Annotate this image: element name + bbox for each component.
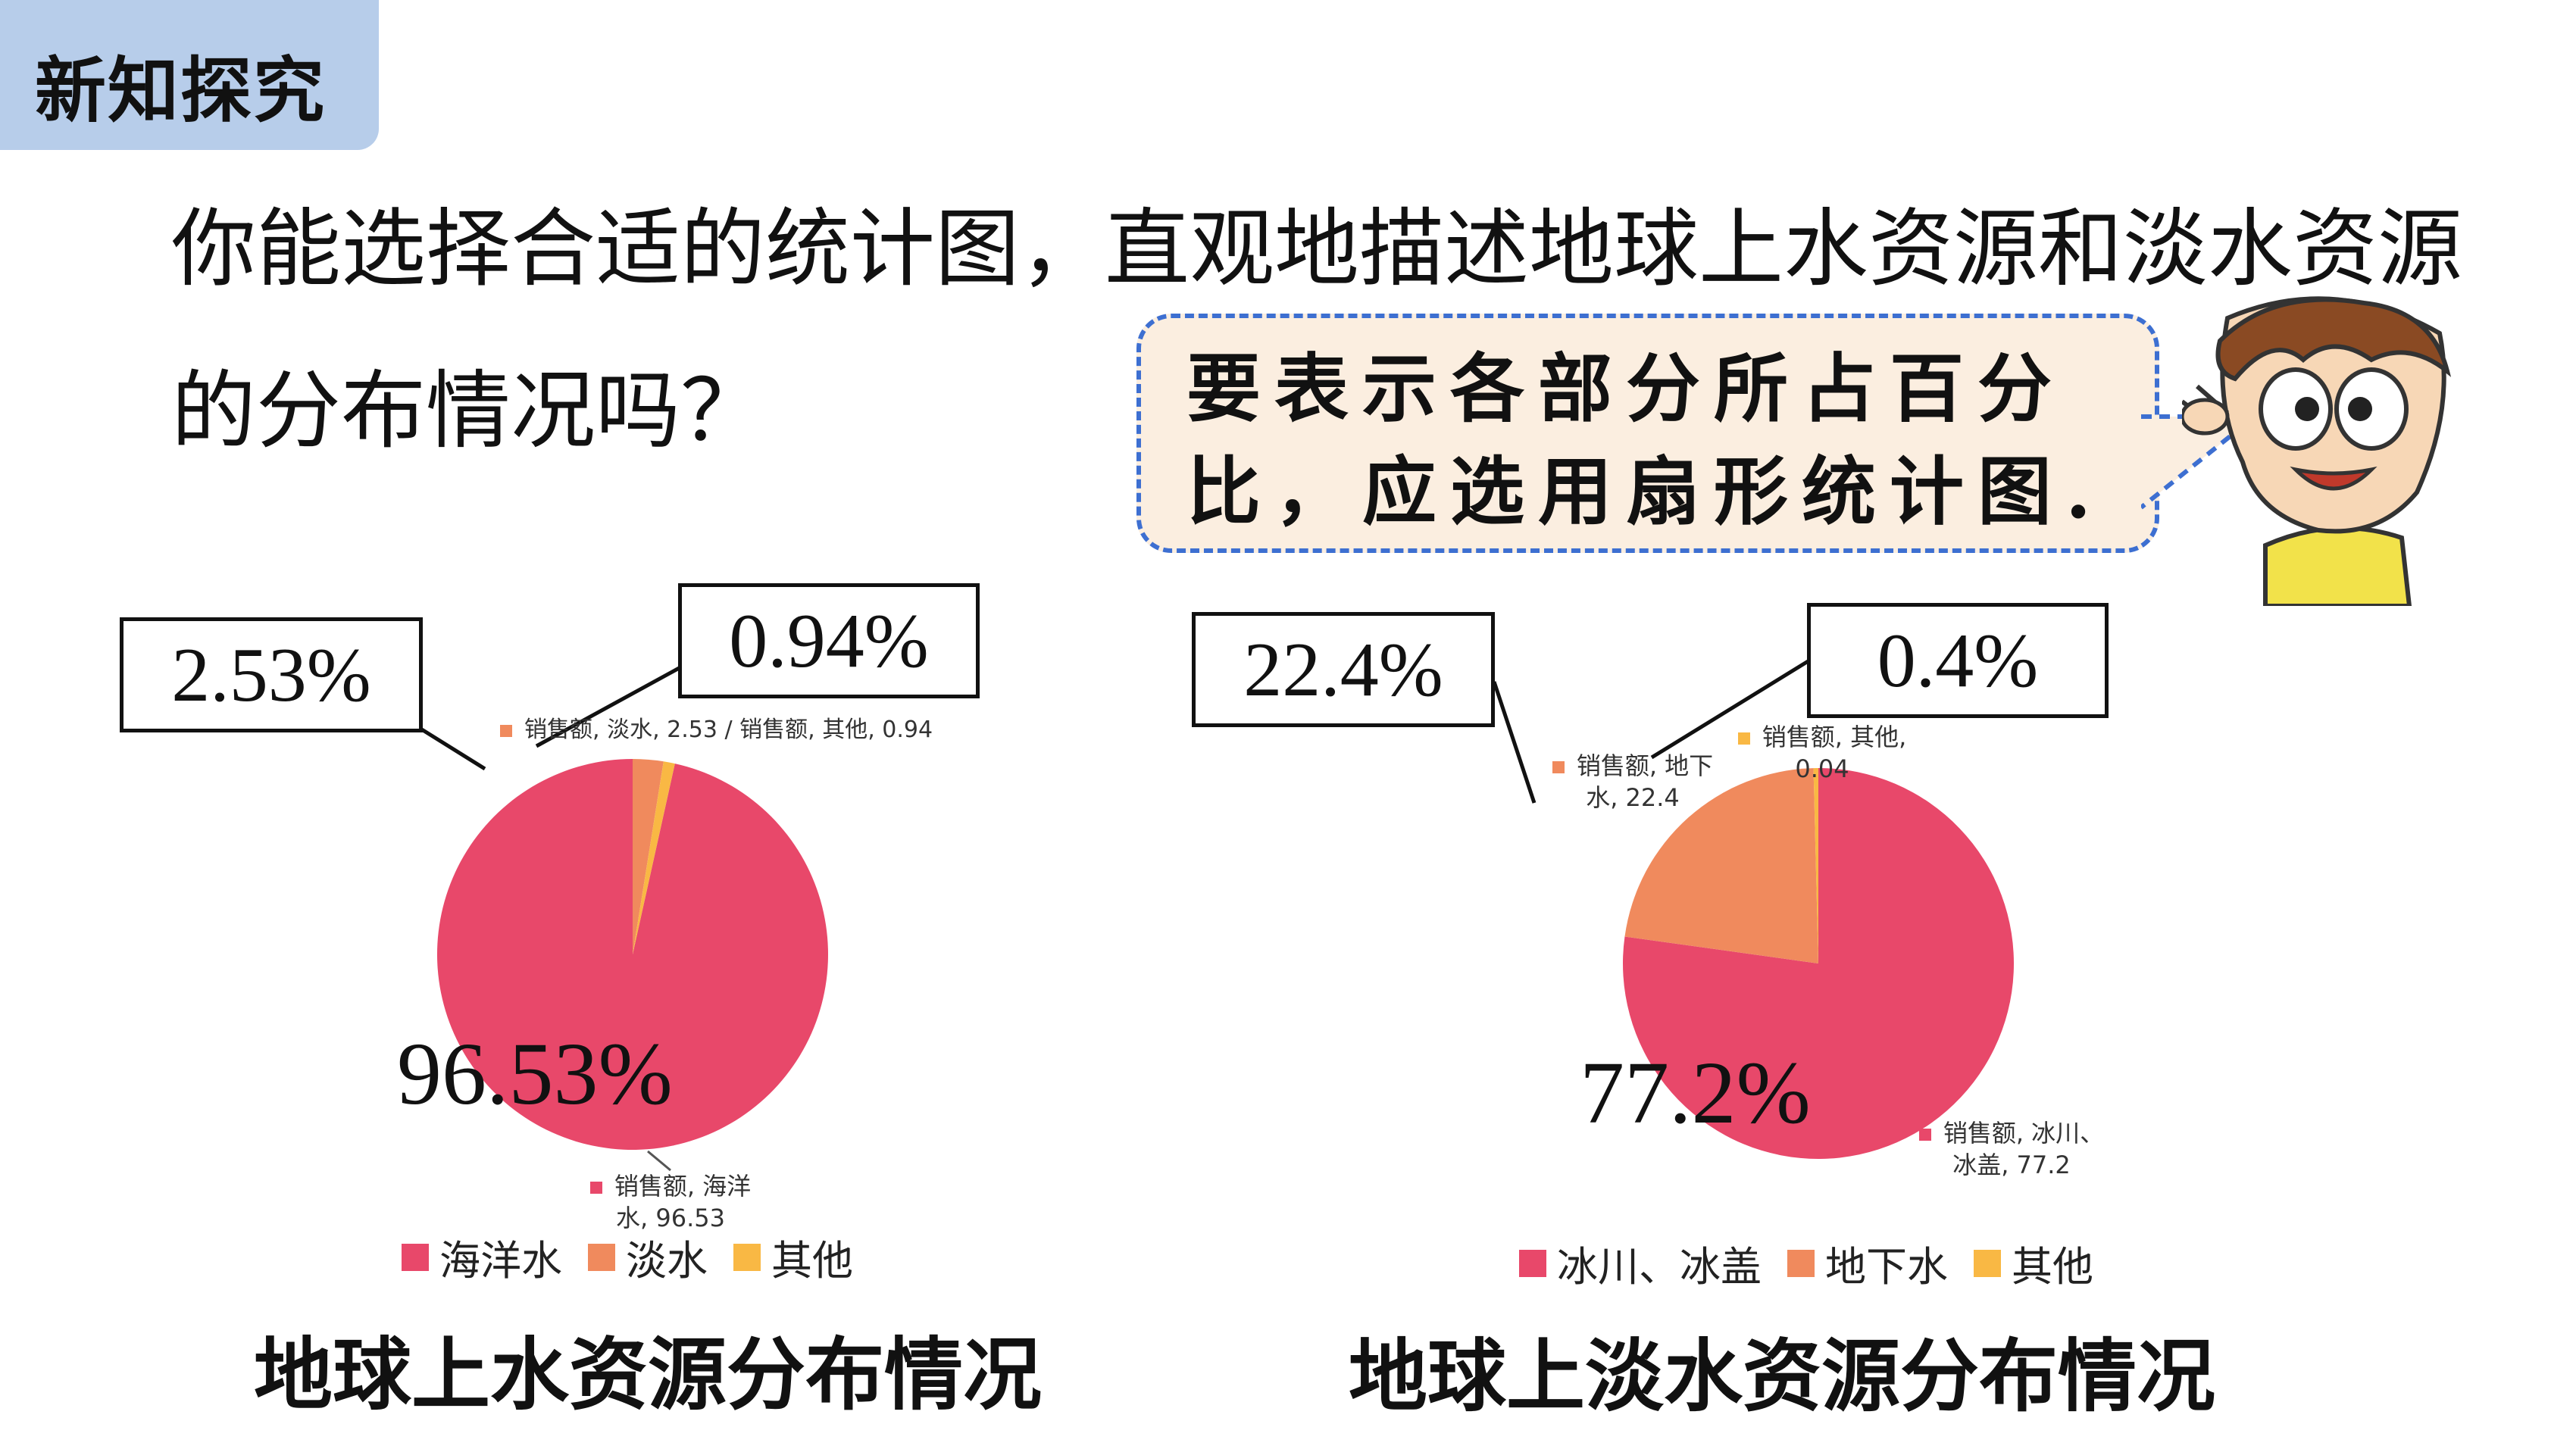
- right-other-label: 销售额, 其他, 0.04: [1727, 721, 1917, 785]
- left-ocean-label: 销售额, 海洋水, 96.53: [576, 1170, 765, 1234]
- left-big-percent: 96.53%: [397, 1024, 673, 1123]
- right-legend-swatch: [1974, 1249, 2001, 1277]
- left-pie-slice-1: [633, 759, 664, 954]
- right-ice-label: 销售额, 冰川、冰盖, 77.2: [1917, 1117, 2106, 1181]
- right-other-dot: [1737, 732, 1750, 745]
- speech-bubble: 要表示各部分所占百分比，应选用扇形统计图.: [1136, 314, 2159, 553]
- right-ice-text: 销售额, 冰川、冰盖, 77.2: [1943, 1119, 2105, 1179]
- left-legend-swatch: [733, 1243, 761, 1271]
- left-ocean-text: 销售额, 海洋水, 96.53: [614, 1172, 752, 1232]
- right-other-text: 销售额, 其他, 0.04: [1762, 723, 1907, 783]
- left-chart-title: 地球上水资源分布情况: [254, 1329, 1043, 1421]
- left-leader-a: [419, 726, 486, 771]
- right-ground-dot: [1552, 761, 1565, 773]
- left-legend-item-fresh: 淡水: [588, 1227, 708, 1287]
- right-chart-title: 地球上淡水资源分布情况: [1349, 1330, 2216, 1422]
- left-overlap-text: 销售额, 淡水, 2.53 / 销售额, 其他, 0.94: [524, 717, 933, 743]
- cartoon-boy-icon: [2182, 296, 2452, 606]
- right-leader-b: [1650, 658, 1811, 760]
- right-callout-a: 22.4%: [1192, 612, 1495, 727]
- right-pie-slice-0: [1622, 768, 2014, 1159]
- right-legend-label: 地下水: [1825, 1243, 1948, 1291]
- right-legend-swatch: [1787, 1249, 1815, 1277]
- question-text: 你能选择合适的统计图，直观地描述地球上水资源和淡水资源的分布情况吗？: [171, 200, 2462, 461]
- left-pie-slice-0: [436, 758, 828, 1151]
- left-overlap-label: 销售额, 淡水, 2.53 / 销售额, 其他, 0.94: [500, 716, 933, 745]
- right-callout-b: 0.4%: [1807, 603, 2109, 718]
- left-legend-label: 淡水: [626, 1237, 708, 1285]
- left-legend-swatch: [402, 1243, 429, 1271]
- left-pie-slice-2: [633, 761, 675, 954]
- left-legend-label: 海洋水: [439, 1237, 562, 1285]
- right-legend-label: 其他: [2012, 1243, 2093, 1291]
- left-pie-chart: [436, 758, 828, 1151]
- right-legend-item-ice: 冰川、冰盖: [1519, 1233, 1762, 1293]
- left-legend-label: 其他: [771, 1237, 853, 1285]
- speech-bubble-text: 要表示各部分所占百分比，应选用扇形统计图.: [1186, 345, 2106, 536]
- section-tag: 新知探究: [0, 0, 379, 150]
- right-pie-chart: [1622, 768, 2014, 1159]
- right-big-percent: 77.2%: [1580, 1043, 1811, 1142]
- left-leader-ocean: [647, 1150, 671, 1172]
- left-legend-item-other: 其他: [733, 1227, 853, 1287]
- left-callout-b: 0.94%: [678, 583, 980, 698]
- right-ground-label: 销售额, 地下水, 22.4: [1538, 750, 1727, 814]
- left-legend: 海洋水 淡水 其他: [402, 1227, 879, 1287]
- right-legend-item-ground: 地下水: [1787, 1233, 1948, 1293]
- left-leader-b: [535, 664, 683, 748]
- left-ocean-dot: [589, 1182, 602, 1194]
- left-legend-item-ocean: 海洋水: [402, 1227, 562, 1287]
- right-ice-dot: [1918, 1129, 1931, 1141]
- right-legend-item-other: 其他: [1974, 1233, 2093, 1293]
- right-pie-slice-1: [1624, 768, 1818, 963]
- right-legend-swatch: [1519, 1249, 1546, 1277]
- section-tag-label: 新知探究: [35, 50, 327, 133]
- right-legend-label: 冰川、冰盖: [1557, 1243, 1762, 1291]
- right-legend: 冰川、冰盖 地下水 其他: [1519, 1233, 2119, 1293]
- right-leader-a: [1492, 681, 1537, 804]
- left-callout-a: 2.53%: [120, 617, 423, 732]
- left-legend-swatch: [588, 1243, 615, 1271]
- left-overlap-dot: [500, 724, 512, 737]
- right-ground-text: 销售额, 地下水, 22.4: [1576, 751, 1714, 812]
- right-pie-slice-2: [1813, 768, 1818, 963]
